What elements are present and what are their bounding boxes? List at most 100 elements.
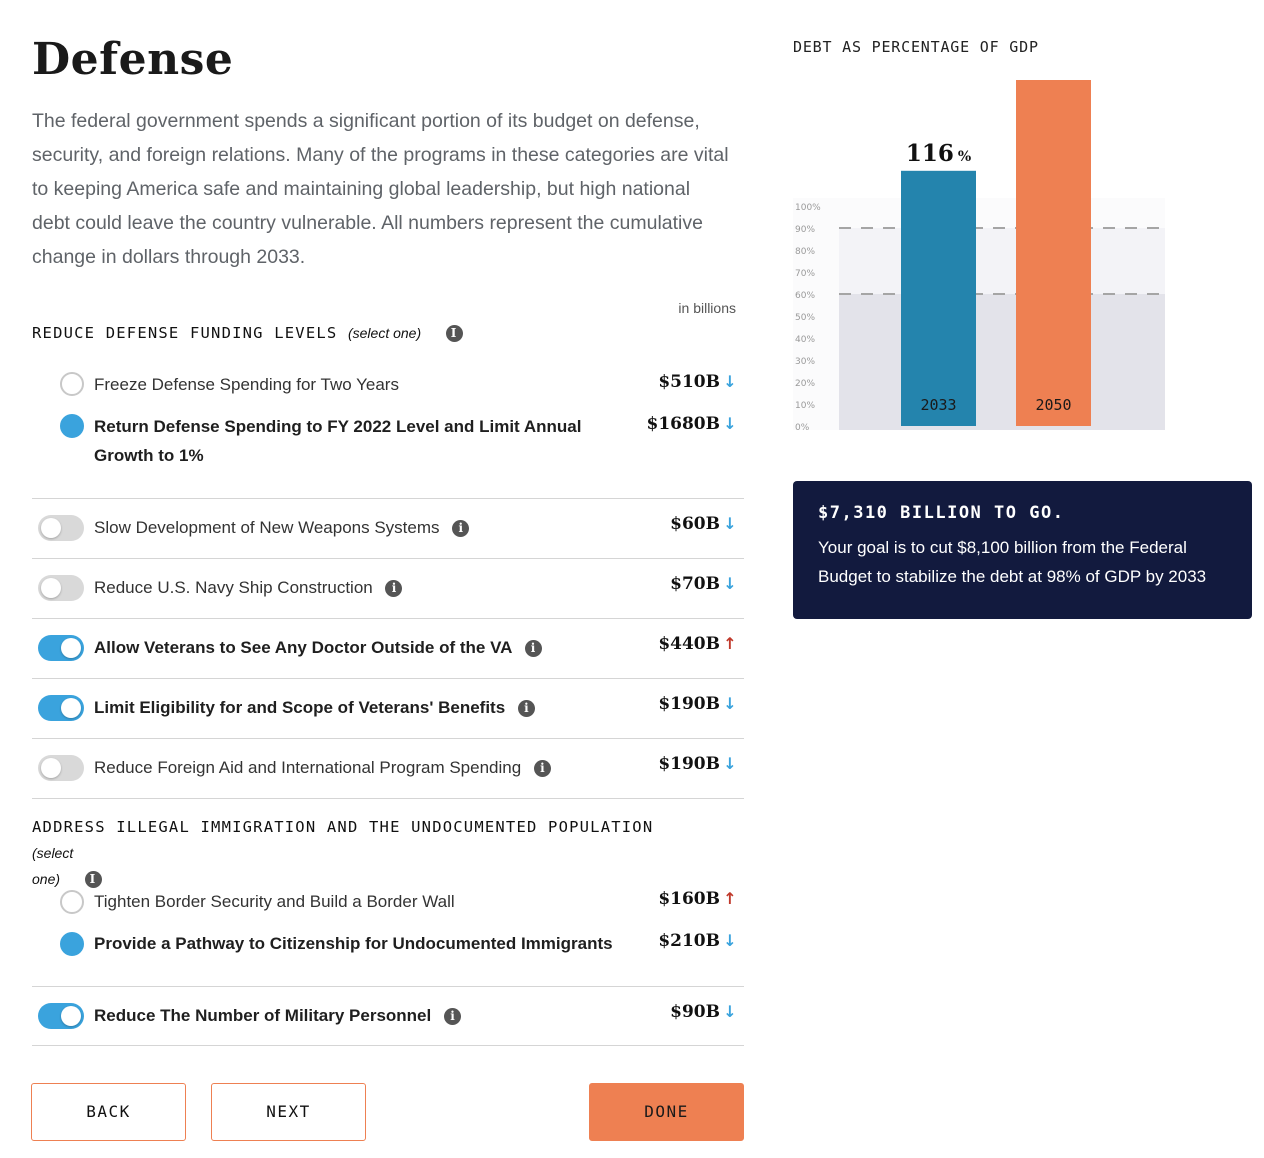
divider <box>32 738 744 739</box>
info-icon[interactable]: i <box>524 640 542 658</box>
toggle-navy[interactable] <box>38 575 84 601</box>
label-text: Allow Veterans to See Any Doctor Outside… <box>94 638 512 657</box>
radio-return-fy2022[interactable] <box>60 414 84 438</box>
y-tick-label: 0% <box>795 423 810 433</box>
option-pathway-citizenship[interactable]: Provide a Pathway to Citizenship for Und… <box>32 927 744 961</box>
band-lower <box>839 294 1165 430</box>
defense-funding-heading-text: Reduce Defense Funding Levels <box>32 324 338 342</box>
arrow-down-icon: ↓ <box>723 514 737 533</box>
option-label: Tighten Border Security and Build a Bord… <box>94 892 455 911</box>
info-icon[interactable]: i <box>445 325 463 342</box>
toggle-row-navy[interactable]: Reduce U.S. Navy Ship Construction i $70… <box>32 558 744 618</box>
option-amount: $190B ↓ <box>658 694 738 714</box>
toggle-row-foreign-aid[interactable]: Reduce Foreign Aid and International Pro… <box>32 738 744 798</box>
y-tick-label: 30% <box>795 357 815 367</box>
radio-pathway-citizenship[interactable] <box>60 932 84 956</box>
next-button[interactable]: NEXT <box>211 1083 366 1141</box>
toggle-knob <box>41 758 61 778</box>
arrow-down-icon: ↓ <box>723 372 737 391</box>
defense-funding-heading: Reduce Defense Funding Levels (select on… <box>32 320 463 346</box>
option-label: Freeze Defense Spending for Two Years <box>94 375 399 394</box>
toggle-weapons[interactable] <box>38 515 84 541</box>
info-icon[interactable]: i <box>443 1008 461 1026</box>
toggle-row-military-personnel[interactable]: Reduce The Number of Military Personnel … <box>32 986 744 1046</box>
bar-value-label: 116% <box>906 140 971 167</box>
amount-value: $160B <box>658 889 720 909</box>
option-label: Return Defense Spending to FY 2022 Level… <box>94 417 582 465</box>
immigration-heading-text: Address Illegal Immigration and the Undo… <box>32 818 654 836</box>
select-one-note-cont: one) <box>32 871 61 887</box>
option-label: Allow Veterans to See Any Doctor Outside… <box>94 633 542 662</box>
toggle-knob <box>41 518 61 538</box>
arrow-down-icon: ↓ <box>723 414 737 433</box>
bar-2033 <box>901 170 976 426</box>
info-icon[interactable]: i <box>533 760 551 778</box>
arrow-up-icon: ↑ <box>723 634 737 653</box>
toggle-row-veterans-benefits[interactable]: Limit Eligibility for and Scope of Veter… <box>32 678 744 738</box>
divider <box>32 1045 744 1046</box>
toggle-veterans-doctor[interactable] <box>38 635 84 661</box>
arrow-down-icon: ↓ <box>723 574 737 593</box>
radio-freeze-defense[interactable] <box>60 372 84 396</box>
y-tick-label: 70% <box>795 269 815 279</box>
arrow-up-icon: ↑ <box>723 889 737 908</box>
amount-value: $440B <box>658 634 720 654</box>
option-label: Reduce Foreign Aid and International Pro… <box>94 753 551 782</box>
units-note: in billions <box>678 300 736 316</box>
bar-category-label: 2050 <box>1035 396 1071 414</box>
info-icon[interactable]: i <box>452 520 470 538</box>
label-text: Slow Development of New Weapons Systems <box>94 518 440 537</box>
toggle-row-veterans-doctor[interactable]: Allow Veterans to See Any Doctor Outside… <box>32 618 744 678</box>
toggle-knob <box>61 1006 81 1026</box>
info-icon[interactable]: i <box>517 700 535 718</box>
percent-suffix: % <box>958 149 971 165</box>
y-tick-label: 20% <box>795 379 815 389</box>
done-button[interactable]: DONE <box>589 1083 744 1141</box>
radio-border-wall[interactable] <box>60 890 84 914</box>
toggle-foreign-aid[interactable] <box>38 755 84 781</box>
option-amount: $160B ↑ <box>658 889 738 909</box>
amount-value: $210B <box>658 931 720 951</box>
toggle-knob <box>41 578 61 598</box>
y-tick-label: 40% <box>795 335 815 345</box>
label-text: Reduce U.S. Navy Ship Construction <box>94 578 373 597</box>
arrow-down-icon: ↓ <box>723 1002 737 1021</box>
amount-value: $190B <box>658 754 720 774</box>
option-return-fy2022[interactable]: Return Defense Spending to FY 2022 Level… <box>32 410 744 472</box>
goal-panel: $7,310 BILLION TO GO. Your goal is to cu… <box>793 481 1252 619</box>
divider <box>32 618 744 619</box>
goal-heading: $7,310 BILLION TO GO. <box>818 503 1065 523</box>
option-label: Provide a Pathway to Citizenship for Und… <box>94 934 613 953</box>
info-icon[interactable]: i <box>385 580 403 598</box>
option-amount: $210B ↓ <box>658 931 738 951</box>
option-freeze-defense[interactable]: Freeze Defense Spending for Two Years $5… <box>32 368 744 402</box>
divider <box>32 678 744 679</box>
y-tick-label: 100% <box>795 203 821 213</box>
toggle-row-weapons[interactable]: Slow Development of New Weapons Systems … <box>32 498 744 558</box>
divider <box>32 498 744 499</box>
select-one-note: (select one) <box>347 325 422 341</box>
label-text: Reduce The Number of Military Personnel <box>94 1006 432 1025</box>
info-icon[interactable]: i <box>84 871 102 888</box>
option-label: Slow Development of New Weapons Systems … <box>94 513 470 542</box>
y-tick-label: 90% <box>795 225 815 235</box>
bar-2050 <box>1016 80 1091 426</box>
label-text: Reduce Foreign Aid and International Pro… <box>94 758 522 777</box>
amount-value: $70B <box>670 574 720 594</box>
page-title: Defense <box>32 34 234 85</box>
option-amount: $90B ↓ <box>670 1002 738 1022</box>
amount-value: $60B <box>670 514 720 534</box>
option-amount: $510B ↓ <box>658 372 738 392</box>
band-upper <box>839 228 1165 294</box>
back-button[interactable]: BACK <box>31 1083 186 1141</box>
toggle-knob <box>61 698 81 718</box>
toggle-military-personnel[interactable] <box>38 1003 84 1029</box>
immigration-heading: Address Illegal Immigration and the Undo… <box>32 814 672 892</box>
chart-title: DEBT AS PERCENTAGE OF GDP <box>793 38 1039 56</box>
divider <box>32 986 744 987</box>
divider <box>32 798 744 799</box>
arrow-down-icon: ↓ <box>723 931 737 950</box>
toggle-veterans-benefits[interactable] <box>38 695 84 721</box>
toggle-knob <box>61 638 81 658</box>
option-border-wall[interactable]: Tighten Border Security and Build a Bord… <box>32 885 744 919</box>
